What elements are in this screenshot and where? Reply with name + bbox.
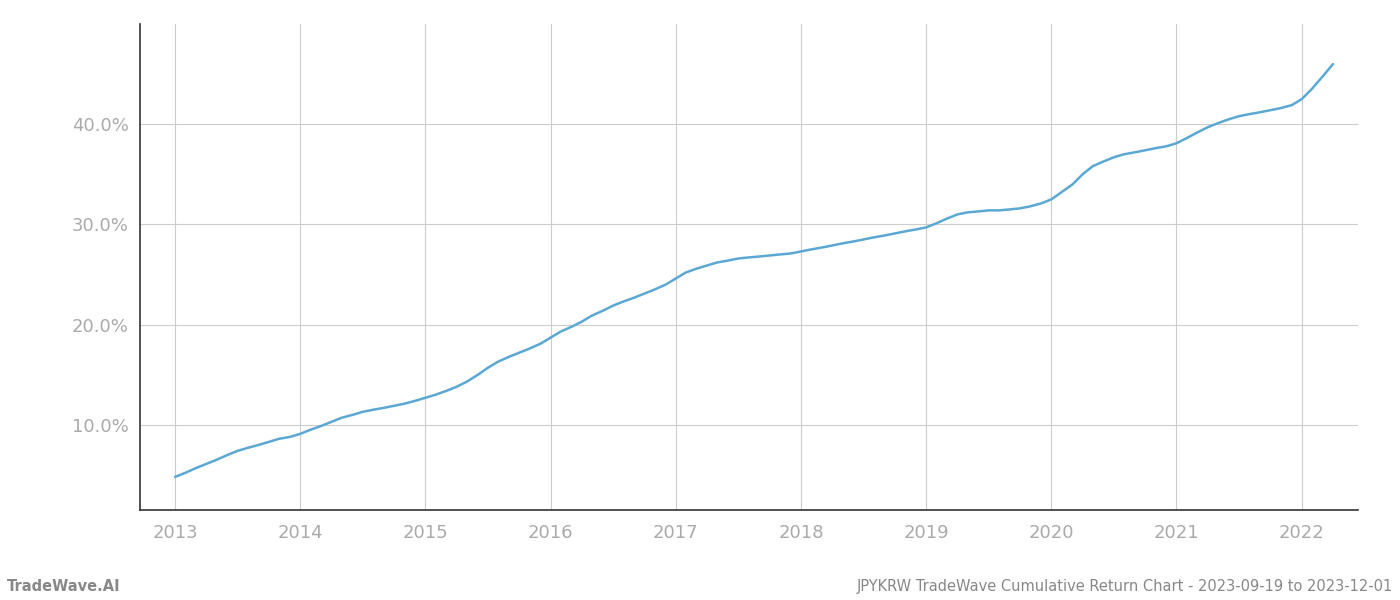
Text: JPYKRW TradeWave Cumulative Return Chart - 2023-09-19 to 2023-12-01: JPYKRW TradeWave Cumulative Return Chart…	[857, 579, 1393, 594]
Text: TradeWave.AI: TradeWave.AI	[7, 579, 120, 594]
